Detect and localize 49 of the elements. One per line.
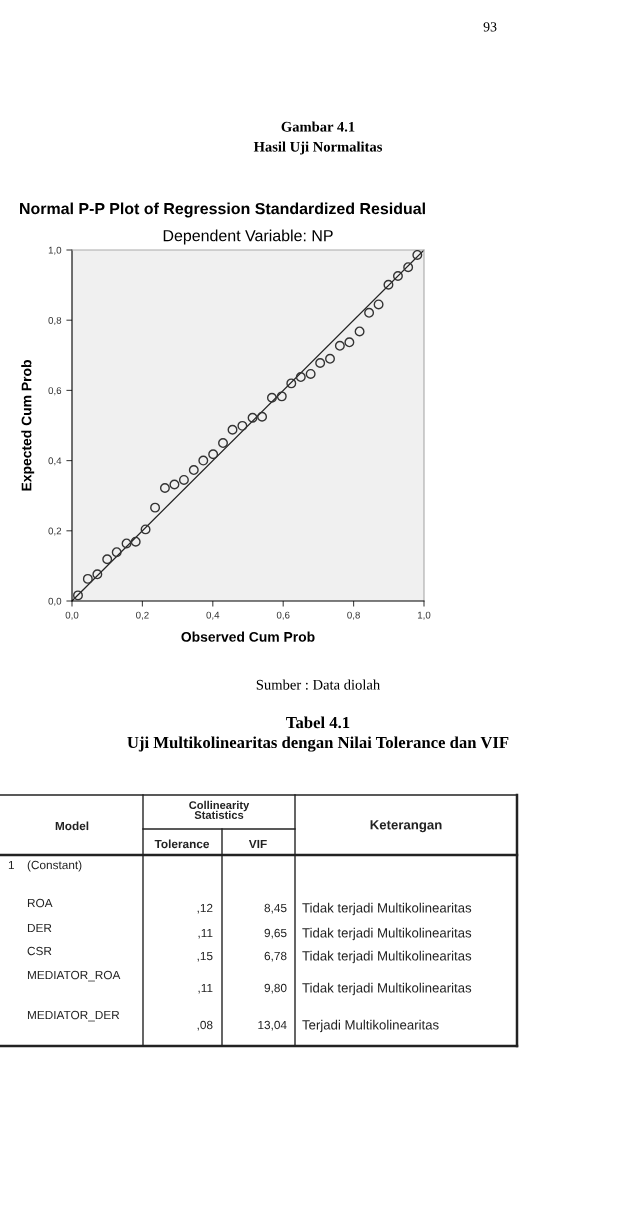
text: Sumber : Data diolah [256,679,380,690]
chart-subtitle: Dependent Variable: NP [163,229,333,245]
text: ROA [27,898,53,908]
y-tick-label: 1,0 [48,246,62,255]
x-tick-label: 0,8 [347,611,360,620]
text: Terjadi Multikolinearitas [302,1019,439,1033]
x-axis-title: Observed Cum Prob [181,631,315,642]
text: Keterangan [370,820,442,833]
chart-title: Normal P-P Plot of Regression Standardized Residual [20,202,425,218]
y-tick-label: 0,2 [48,527,62,536]
text: Tidak terjadi Multikolinearitas [302,927,472,941]
x-tick-label: 0,4 [206,611,220,620]
text: 8,45 [264,903,287,914]
text: ,11 [198,928,213,939]
text: ,12 [197,903,213,914]
text: Tabel 4.1 [286,716,350,729]
y-tick-label: 0,6 [48,387,62,396]
text: 6,78 [264,951,287,962]
text: ,15 [197,951,213,962]
text: Tidak terjadi Multikolinearitas [302,950,472,964]
text: 9,80 [264,983,287,994]
text: Model [55,821,89,831]
text: Hasil Uji Normalitas [253,141,383,155]
text: Tidak terjadi Multikolinearitas [302,982,472,996]
y-axis-title: Expected Cum Prob [21,360,35,491]
text: Tidak terjadi Multikolinearitas [302,902,472,916]
text: Tolerance [154,839,210,849]
text: CSR [27,946,52,956]
y-tick-label: 0,8 [48,316,62,325]
text: 13,04 [258,1020,287,1031]
text: 1 [8,860,14,870]
text: ,11 [198,983,213,994]
text: Uji Multikolinearitas dengan Nilai Tolerance dan VIF [127,736,509,752]
text: Gambar 4.1 [281,121,355,132]
x-tick-label: 1,0 [417,611,431,620]
text: (Constant) [27,860,82,872]
text: 9,65 [264,928,287,939]
text: Collinearity Statistics [189,800,250,819]
text: DER [27,923,52,933]
text: VIF [248,839,267,849]
x-tick-label: 0,6 [276,611,290,620]
x-tick-label: 0,0 [65,611,79,620]
text: ,08 [197,1020,213,1031]
y-tick-label: 0,4 [48,457,62,466]
text: MEDIATOR_DER [27,1010,120,1022]
x-tick-label: 0,2 [136,611,149,620]
y-tick-label: 0,0 [48,597,62,606]
text: 93 [483,22,497,32]
text: MEDIATOR_ROA [27,970,121,982]
